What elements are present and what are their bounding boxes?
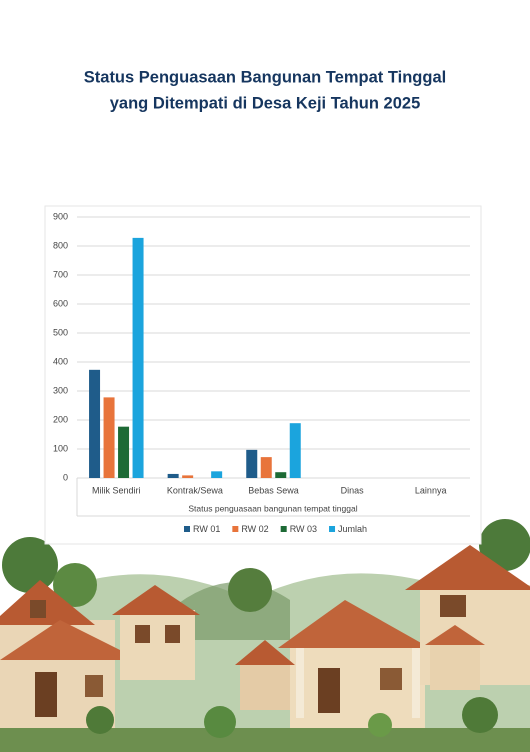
bar [89,369,101,478]
bar [167,473,179,478]
legend-swatch [232,526,239,532]
x-tick-label: Bebas Sewa [248,485,299,495]
bar [289,423,301,478]
x-tick-label: Dinas [341,485,365,495]
bar [103,397,115,478]
legend-label: RW 03 [290,524,317,534]
y-tick-label: 100 [53,443,68,453]
y-tick-label: 300 [53,385,68,395]
chart-title: Status Penguasaan Bangunan Tempat Tingga… [84,68,446,86]
bar [275,472,287,478]
chart-area [44,205,482,545]
x-tick-label: Lainnya [415,485,447,495]
legend-label: RW 01 [193,524,220,534]
y-tick-label: 0 [63,472,68,482]
y-tick-label: 200 [53,414,68,424]
y-tick-label: 900 [53,211,68,221]
bar [246,449,258,478]
y-tick-label: 700 [53,269,68,279]
legend-swatch [184,526,190,532]
bar [260,457,272,478]
y-tick-label: 600 [53,298,68,308]
x-axis-title: Status penguasaan bangunan tempat tingga… [188,503,357,513]
bar [211,471,223,478]
x-tick-label: Kontrak/Sewa [167,485,223,495]
y-tick-label: 400 [53,356,68,366]
y-tick-label: 800 [53,240,68,250]
illustration [0,519,530,752]
y-tick-label: 500 [53,327,68,337]
legend-label: Jumlah [338,524,367,534]
legend-swatch [329,526,336,532]
legend-label: RW 02 [241,524,268,534]
legend-swatch [280,526,287,532]
chart-subtitle: yang Ditempati di Desa Keji Tahun 2025 [110,94,421,112]
bar [182,475,194,478]
bar [118,426,130,478]
bar [132,237,144,478]
x-tick-label: Milik Sendiri [92,485,141,495]
